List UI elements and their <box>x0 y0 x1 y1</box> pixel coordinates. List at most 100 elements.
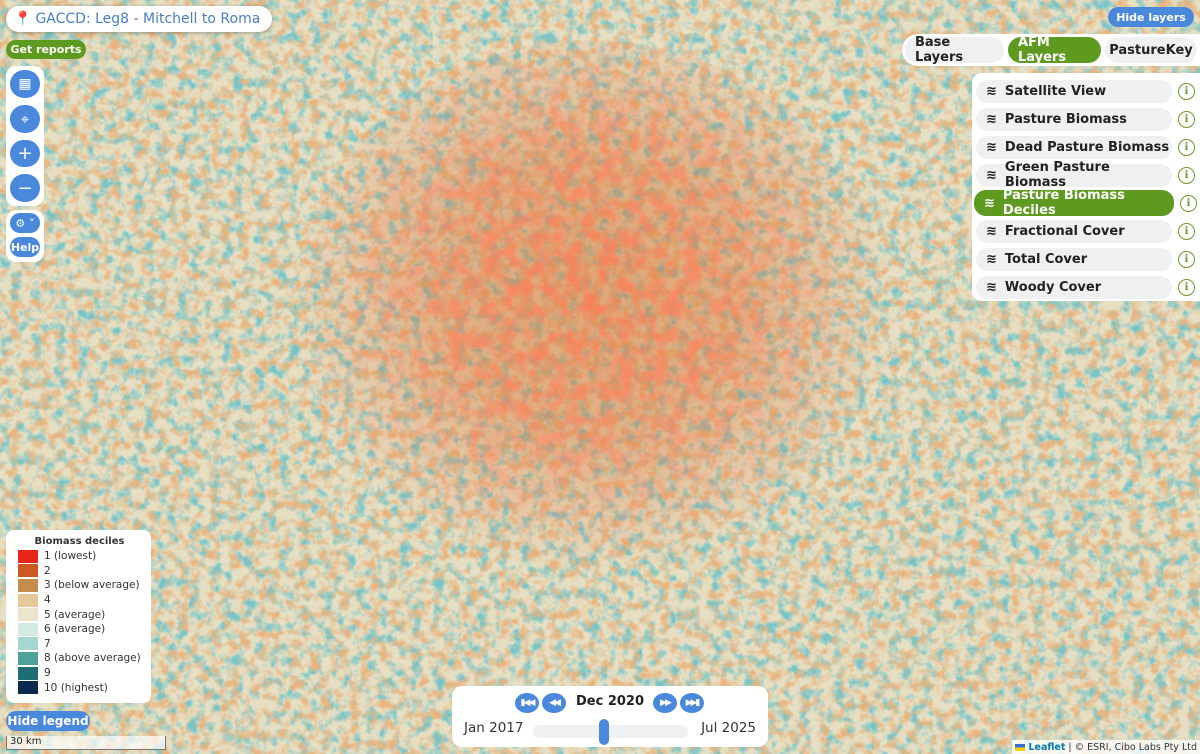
skip-to-end-icon[interactable]: ▶▶▮ <box>680 693 704 713</box>
layer-woody-cover[interactable]: ≋ Woody Cover <box>976 275 1172 299</box>
layer-satellite-view[interactable]: ≋ Satellite View <box>976 79 1172 103</box>
legend-label: 3 (below average) <box>44 579 140 592</box>
legend-item: 5 (average) <box>18 607 151 622</box>
hide-legend-button[interactable]: Hide legend <box>6 711 90 731</box>
info-icon[interactable]: i <box>1178 278 1195 296</box>
legend-label: 1 (lowest) <box>44 550 97 563</box>
legend-item: 9 <box>18 666 151 681</box>
info-icon[interactable]: i <box>1178 222 1195 240</box>
legend-label: 8 (above average) <box>44 652 141 665</box>
layer-total-cover[interactable]: ≋ Total Cover <box>976 247 1172 271</box>
skip-to-start-icon[interactable]: ▮◀◀ <box>515 693 539 713</box>
map-icon[interactable]: ▦ <box>10 70 40 98</box>
step-forward-icon[interactable]: ▶▶ <box>653 693 677 713</box>
timeline-slider[interactable] <box>533 725 688 738</box>
layer-label: Green Pasture Biomass <box>1004 160 1110 190</box>
layer-fractional-cover[interactable]: ≋ Fractional Cover <box>976 219 1172 243</box>
info-icon[interactable]: i <box>1178 250 1195 268</box>
project-title-text: GACCD: Leg8 - Mitchell to Roma <box>35 11 261 27</box>
step-back-icon[interactable]: ◀◀ <box>542 693 566 713</box>
layer-row: ≋ Dead Pasture Biomass i <box>976 133 1200 161</box>
legend-label: 2 <box>44 564 51 577</box>
legend-item: 3 (below average) <box>18 578 151 593</box>
map-controls: ▦ ⌖ + − <box>6 66 44 206</box>
legend-swatch <box>18 651 38 665</box>
layer-label: Dead Pasture Biomass <box>1004 139 1170 155</box>
legend-swatch <box>18 549 38 563</box>
layer-tabs: Base Layers AFM Layers PastureKey <box>902 34 1200 66</box>
layer-label: Satellite View <box>1004 83 1107 99</box>
legend-swatch <box>18 564 38 578</box>
layers-icon: ≋ <box>986 139 997 155</box>
layer-row: ≋ Total Cover i <box>976 245 1200 273</box>
tab-base-layers[interactable]: Base Layers <box>905 35 1004 65</box>
info-icon[interactable]: i <box>1178 110 1195 128</box>
legend-swatch <box>18 681 38 695</box>
layer-row: ≋ Fractional Cover i <box>976 217 1200 245</box>
layer-dead-pasture-biomass[interactable]: ≋ Dead Pasture Biomass <box>976 135 1172 159</box>
legend-label: 10 (highest) <box>44 681 108 694</box>
legend-label: 7 <box>44 637 51 650</box>
info-icon[interactable]: i <box>1178 166 1195 184</box>
layer-green-pasture-biomass[interactable]: ≋ Green Pasture Biomass <box>976 160 1172 190</box>
layer-row: ≋ Green Pasture Biomass i <box>976 160 1200 190</box>
tab-afm-layers[interactable]: AFM Layers <box>1007 35 1101 65</box>
scale-bar: 30 km <box>6 736 166 750</box>
legend-label: 4 <box>44 594 51 607</box>
legend-label: 9 <box>44 667 51 680</box>
layers-icon: ≋ <box>986 223 997 239</box>
layers-icon: ≋ <box>986 111 997 127</box>
leaflet-link[interactable]: Leaflet <box>1028 741 1066 753</box>
layer-pasture-biomass[interactable]: ≋ Pasture Biomass <box>976 107 1172 131</box>
legend-swatch <box>18 578 38 592</box>
legend-item: 2 <box>18 564 151 579</box>
info-icon[interactable]: i <box>1180 194 1197 212</box>
legend-title: Biomass deciles <box>34 536 125 547</box>
zoom-out-button[interactable]: − <box>10 174 40 202</box>
legend-swatch <box>18 666 38 680</box>
ukraine-flag-icon <box>1015 743 1026 751</box>
layers-icon: ≋ <box>986 251 997 267</box>
layers-icon: ≋ <box>984 195 995 211</box>
layer-label: Total Cover <box>1004 251 1088 267</box>
project-title[interactable]: 📍 GACCD: Leg8 - Mitchell to Roma <box>6 6 273 32</box>
legend-swatch <box>18 622 38 636</box>
layers-icon: ≋ <box>986 279 997 295</box>
legend: Biomass deciles 1 (lowest) 2 3 (below av… <box>6 530 151 703</box>
legend-item: 10 (highest) <box>18 680 151 695</box>
timeline-end: Jul 2025 <box>701 720 756 736</box>
locate-icon[interactable]: ⌖ <box>10 104 40 133</box>
timeline-start: Jan 2017 <box>464 720 524 736</box>
layer-list: ≋ Satellite View i ≋ Pasture Biomass i ≋… <box>972 73 1200 301</box>
settings-controls: ⚙ ˅ Help <box>6 210 44 262</box>
help-button[interactable]: Help <box>10 237 40 257</box>
legend-item: 8 (above average) <box>18 651 151 666</box>
layers-icon: ≋ <box>986 83 997 99</box>
info-icon[interactable]: i <box>1178 82 1195 100</box>
layers-icon: ≋ <box>986 167 997 183</box>
legend-swatch <box>18 593 38 607</box>
timeline-control: ▮◀◀ ◀◀ Dec 2020 ▶▶ ▶▶▮ Jan 2017 Jul 2025 <box>452 686 768 747</box>
zoom-in-button[interactable]: + <box>10 139 40 168</box>
legend-swatch <box>18 637 38 651</box>
timeline-slider-thumb[interactable] <box>599 719 610 745</box>
layer-label: Woody Cover <box>1004 279 1102 295</box>
info-icon[interactable]: i <box>1178 138 1195 156</box>
tab-pasturekey[interactable]: PastureKey <box>1105 37 1197 63</box>
legend-label: 5 (average) <box>44 608 106 621</box>
layer-row: ≋ Satellite View i <box>976 77 1200 105</box>
gear-icon[interactable]: ⚙ ˅ <box>10 213 40 233</box>
current-date: Dec 2020 <box>575 694 645 709</box>
legend-item: 6 (average) <box>18 622 151 637</box>
layer-label: Fractional Cover <box>1004 223 1125 239</box>
layer-label: Pasture Biomass Deciles <box>1002 188 1125 218</box>
legend-item: 1 (lowest) <box>18 549 151 564</box>
legend-item: 4 <box>18 593 151 608</box>
layer-row: ≋ Pasture Biomass i <box>976 105 1200 133</box>
attribution: Leaflet | © ESRI, Cibo Labs Pty Ltd <box>1012 740 1200 754</box>
get-reports-button[interactable]: Get reports <box>6 40 86 59</box>
hide-layers-button[interactable]: Hide layers <box>1108 7 1194 27</box>
legend-swatch <box>18 608 38 622</box>
layer-pasture-biomass-deciles[interactable]: ≋ Pasture Biomass Deciles <box>974 188 1174 218</box>
layer-label: Pasture Biomass <box>1004 111 1127 127</box>
